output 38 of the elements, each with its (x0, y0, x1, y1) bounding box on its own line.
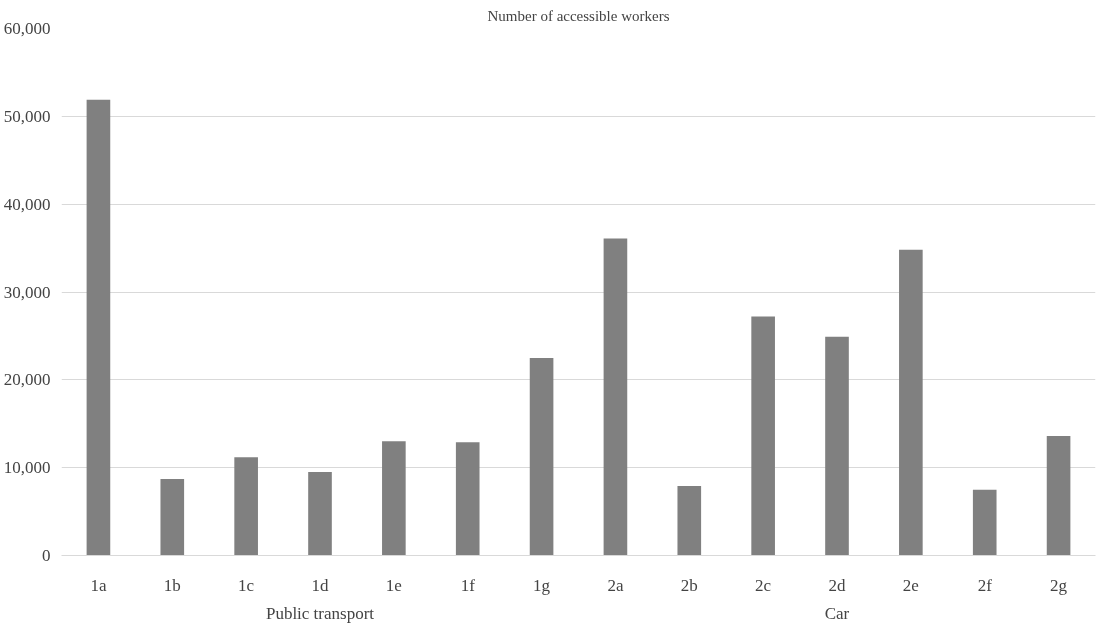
y-tick-label: 0 (42, 546, 51, 565)
bar (382, 441, 406, 556)
x-tick-label: 2b (680, 575, 698, 595)
y-tick-label: 30,000 (3, 282, 51, 302)
text: Public transport (265, 603, 375, 623)
bar (677, 486, 702, 556)
y-tick-label: 10,000 (3, 458, 51, 478)
x-tick-label: 2g (1050, 575, 1068, 595)
bar (751, 316, 775, 556)
x-tick-label: 2c (755, 575, 772, 595)
text: Car (824, 603, 850, 623)
bar (825, 336, 849, 556)
x-tick-label: 1b (163, 575, 181, 595)
bar (529, 357, 554, 556)
x-tick-label: 2e (902, 575, 919, 595)
bar (308, 472, 332, 556)
x-tick-label: 1c (238, 575, 255, 595)
x-tick-label: 1g (533, 575, 551, 595)
y-tick-label: 20,000 (3, 370, 51, 390)
bar (603, 238, 628, 556)
y-tick-label: 60,000 (3, 19, 51, 38)
x-tick-label: 2f (977, 575, 993, 595)
y-tick-label: 40,000 (3, 194, 51, 214)
bar (234, 457, 258, 556)
bar (899, 249, 923, 556)
y-tick-label: 50,000 (3, 106, 51, 126)
x-tick-label: 2a (607, 575, 624, 595)
bar (455, 442, 480, 556)
bar (160, 479, 185, 556)
bar (1046, 436, 1071, 556)
x-tick-label: 1a (90, 575, 107, 595)
chart-title: Number of accessible workers (487, 7, 670, 24)
bar (972, 489, 997, 556)
x-tick-label: 1e (385, 575, 402, 595)
x-tick-label: 1f (460, 575, 476, 595)
x-tick-label: 1d (311, 575, 329, 595)
bar (86, 99, 111, 556)
x-tick-label: 2d (828, 575, 846, 595)
